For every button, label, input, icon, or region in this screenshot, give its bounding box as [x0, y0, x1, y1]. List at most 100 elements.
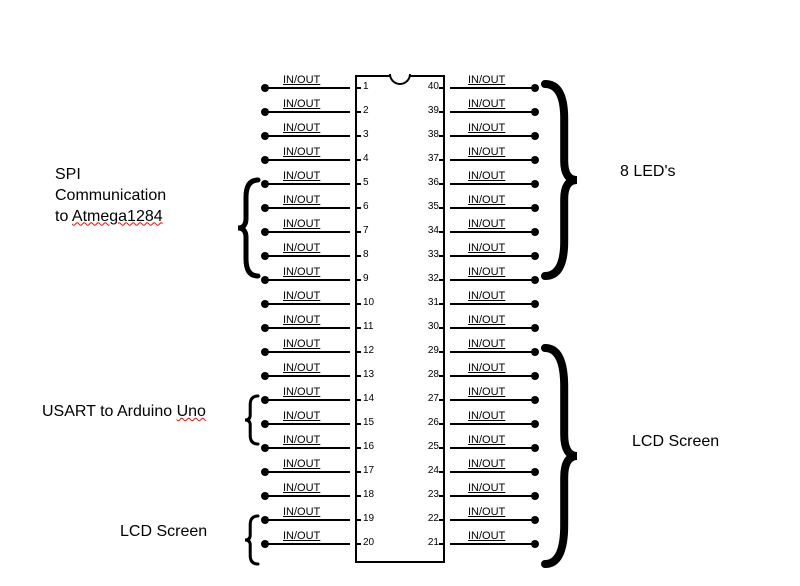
pin-io-label: IN/OUT	[468, 266, 505, 278]
pin-tick	[439, 111, 445, 113]
pin-dot	[531, 84, 539, 92]
pin-dot	[531, 252, 539, 260]
pin-lead	[450, 423, 535, 425]
pin-io-label: IN/OUT	[283, 362, 320, 374]
pin-tick	[439, 495, 445, 497]
pin-tick	[355, 231, 361, 233]
pin-io-label: IN/OUT	[283, 458, 320, 470]
group-label-lcd-left: LCD Screen	[120, 522, 207, 543]
pin-lead	[450, 255, 535, 257]
pin-number: 24	[423, 465, 439, 476]
pin-number: 22	[423, 513, 439, 524]
pin-number: 4	[363, 153, 379, 164]
pin-number: 2	[363, 105, 379, 116]
pin-number: 37	[423, 153, 439, 164]
pin-number: 32	[423, 273, 439, 284]
pin-dot	[531, 180, 539, 188]
pin-number: 20	[363, 537, 379, 548]
pin-dot	[531, 540, 539, 548]
pin-tick	[355, 423, 361, 425]
pin-number: 26	[423, 417, 439, 428]
pin-dot	[531, 348, 539, 356]
pin-tick	[355, 111, 361, 113]
pin-lead	[265, 327, 350, 329]
pin-lead	[450, 351, 535, 353]
pin-lead	[450, 111, 535, 113]
pin-tick	[355, 207, 361, 209]
pin-lead	[450, 399, 535, 401]
pin-number: 18	[363, 489, 379, 500]
pin-io-label: IN/OUT	[468, 194, 505, 206]
pin-number: 9	[363, 273, 379, 284]
pin-number: 39	[423, 105, 439, 116]
pin-io-label: IN/OUT	[283, 170, 320, 182]
pin-tick	[439, 279, 445, 281]
pin-io-label: IN/OUT	[468, 242, 505, 254]
pin-io-label: IN/OUT	[468, 506, 505, 518]
pin-lead	[265, 375, 350, 377]
pin-tick	[439, 135, 445, 137]
pin-io-label: IN/OUT	[283, 266, 320, 278]
pin-tick	[355, 327, 361, 329]
pin-lead	[265, 471, 350, 473]
pin-tick	[355, 255, 361, 257]
pin-io-label: IN/OUT	[468, 410, 505, 422]
pin-dot	[261, 540, 269, 548]
pin-dot	[531, 156, 539, 164]
pin-number: 5	[363, 177, 379, 188]
pin-io-label: IN/OUT	[468, 482, 505, 494]
group-brace	[537, 76, 585, 284]
pin-number: 36	[423, 177, 439, 188]
pin-lead	[450, 231, 535, 233]
group-brace	[242, 393, 261, 447]
pin-number: 23	[423, 489, 439, 500]
pin-number: 33	[423, 249, 439, 260]
pin-number: 38	[423, 129, 439, 140]
pin-number: 12	[363, 345, 379, 356]
pin-lead	[265, 423, 350, 425]
pin-lead	[265, 87, 350, 89]
pin-io-label: IN/OUT	[468, 458, 505, 470]
pin-lead	[265, 351, 350, 353]
pin-number: 21	[423, 537, 439, 548]
pin-tick	[439, 423, 445, 425]
pin-io-label: IN/OUT	[283, 98, 320, 110]
pin-tick	[439, 159, 445, 161]
pin-tick	[439, 255, 445, 257]
pin-dot	[531, 108, 539, 116]
pin-lead	[265, 399, 350, 401]
pin-dot	[531, 228, 539, 236]
pin-dot	[531, 276, 539, 284]
group-label-lcd-right: LCD Screen	[632, 432, 719, 453]
pin-tick	[439, 303, 445, 305]
pin-lead	[450, 279, 535, 281]
pin-number: 35	[423, 201, 439, 212]
pin-io-label: IN/OUT	[283, 74, 320, 86]
pin-io-label: IN/OUT	[468, 290, 505, 302]
pin-lead	[265, 207, 350, 209]
pin-io-label: IN/OUT	[283, 314, 320, 326]
pin-dot	[261, 228, 269, 236]
pin-tick	[439, 351, 445, 353]
pin-lead	[450, 327, 535, 329]
pin-dot	[261, 180, 269, 188]
pin-io-label: IN/OUT	[468, 170, 505, 182]
pin-dot	[261, 276, 269, 284]
pin-lead	[265, 279, 350, 281]
pin-lead	[265, 159, 350, 161]
pin-tick	[439, 207, 445, 209]
pin-tick	[439, 519, 445, 521]
pin-number: 13	[363, 369, 379, 380]
pin-dot	[261, 252, 269, 260]
pin-io-label: IN/OUT	[283, 194, 320, 206]
pin-io-label: IN/OUT	[468, 338, 505, 350]
pinout-diagram: IN/OUT1IN/OUT2IN/OUT3IN/OUT4IN/OUT5IN/OU…	[0, 0, 800, 586]
pin-dot	[261, 420, 269, 428]
pin-tick	[355, 159, 361, 161]
pin-tick	[439, 447, 445, 449]
pin-dot	[531, 468, 539, 476]
group-brace	[242, 513, 261, 567]
pin-number: 29	[423, 345, 439, 356]
pin-lead	[265, 519, 350, 521]
pin-io-label: IN/OUT	[468, 218, 505, 230]
